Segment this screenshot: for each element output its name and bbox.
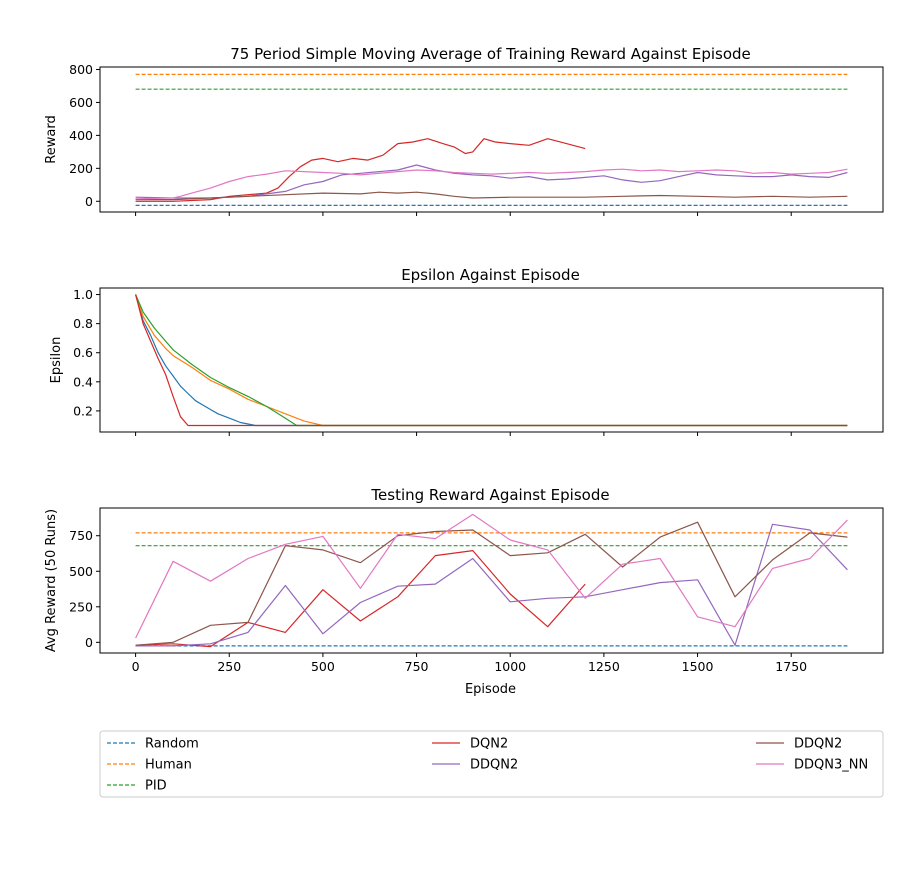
series-line-human bbox=[135, 294, 848, 427]
y-tick-label: 0.8 bbox=[73, 316, 93, 331]
y-tick-label: 250 bbox=[69, 599, 93, 614]
legend-label: Random bbox=[145, 737, 199, 752]
y-axis-label: Reward bbox=[44, 115, 59, 163]
y-axis-label: Epsilon bbox=[49, 337, 64, 384]
y-tick-label: 0 bbox=[85, 194, 93, 209]
y-tick-label: 600 bbox=[69, 95, 93, 110]
axes-frame bbox=[99, 287, 884, 433]
plot-area bbox=[135, 294, 848, 427]
plot-area bbox=[135, 73, 848, 206]
x-tick-label: 500 bbox=[311, 659, 335, 674]
legend: Random Human PID DQN2 DDQN2 DDQN2 DDQN3_NN bbox=[99, 730, 884, 798]
y-tick-label: 750 bbox=[69, 528, 93, 543]
y-tick-label: 800 bbox=[69, 62, 93, 77]
legend-label: Human bbox=[145, 758, 192, 773]
y-tick-label: 0 bbox=[85, 635, 93, 650]
axes-frame bbox=[99, 66, 884, 213]
x-tick-label: 1750 bbox=[775, 659, 807, 674]
y-tick-label: 400 bbox=[69, 128, 93, 143]
legend-label: DQN2 bbox=[470, 737, 508, 752]
x-tick-label: 1250 bbox=[588, 659, 620, 674]
series-line-dqn2 bbox=[135, 138, 586, 202]
x-axis-label: Episode bbox=[465, 682, 516, 697]
y-axis-label: Avg Reward (50 Runs) bbox=[44, 509, 59, 652]
chart-title: 75 Period Simple Moving Average of Train… bbox=[230, 45, 751, 63]
x-tick-label: 0 bbox=[132, 659, 140, 674]
y-tick-label: 1.0 bbox=[73, 287, 93, 302]
subplot-3: 0 250 500 750 1000 1250 1500 1750 0 250 500 750 Test… bbox=[44, 486, 884, 697]
series-line-dqn2 bbox=[135, 294, 848, 427]
series-line-ddqn3-nn bbox=[135, 168, 848, 200]
legend-label: DDQN3_NN bbox=[794, 758, 868, 773]
series-line-pid bbox=[135, 294, 848, 427]
chart-title: Epsilon Against Episode bbox=[401, 266, 580, 284]
series-line-random bbox=[135, 294, 848, 427]
y-tick-label: 0.4 bbox=[73, 374, 93, 389]
series-line-dqn2 bbox=[135, 549, 586, 648]
y-tick-label: 200 bbox=[69, 161, 93, 176]
legend-box bbox=[99, 730, 884, 798]
chart-title: Testing Reward Against Episode bbox=[370, 486, 609, 504]
subplot-2: 0.2 0.4 0.6 0.8 1.0 Epsilon Against Episode Ep… bbox=[49, 266, 884, 436]
y-tick-label: 0.2 bbox=[73, 403, 93, 418]
legend-label: DDQN2 bbox=[794, 737, 842, 752]
x-tick-label: 1000 bbox=[494, 659, 526, 674]
series-line-ddqn2-a bbox=[135, 523, 848, 647]
plot-area bbox=[135, 513, 848, 648]
subplot-1: 0 200 400 600 800 75 Period Simple Moving Ave… bbox=[44, 45, 884, 216]
x-tick-label: 1500 bbox=[682, 659, 714, 674]
y-tick-label: 500 bbox=[69, 564, 93, 579]
series-line-ddqn2-b bbox=[135, 521, 848, 646]
axes-frame bbox=[99, 507, 884, 654]
y-tick-label: 0.6 bbox=[73, 345, 93, 360]
x-tick-label: 750 bbox=[405, 659, 429, 674]
x-tick-label: 250 bbox=[217, 659, 241, 674]
series-line-ddqn3-nn bbox=[135, 513, 848, 639]
series-line-ddqn2-b bbox=[135, 191, 848, 201]
series-line-ddqn2-a bbox=[135, 164, 848, 199]
legend-label: PID bbox=[145, 779, 167, 794]
legend-label: DDQN2 bbox=[470, 758, 518, 773]
